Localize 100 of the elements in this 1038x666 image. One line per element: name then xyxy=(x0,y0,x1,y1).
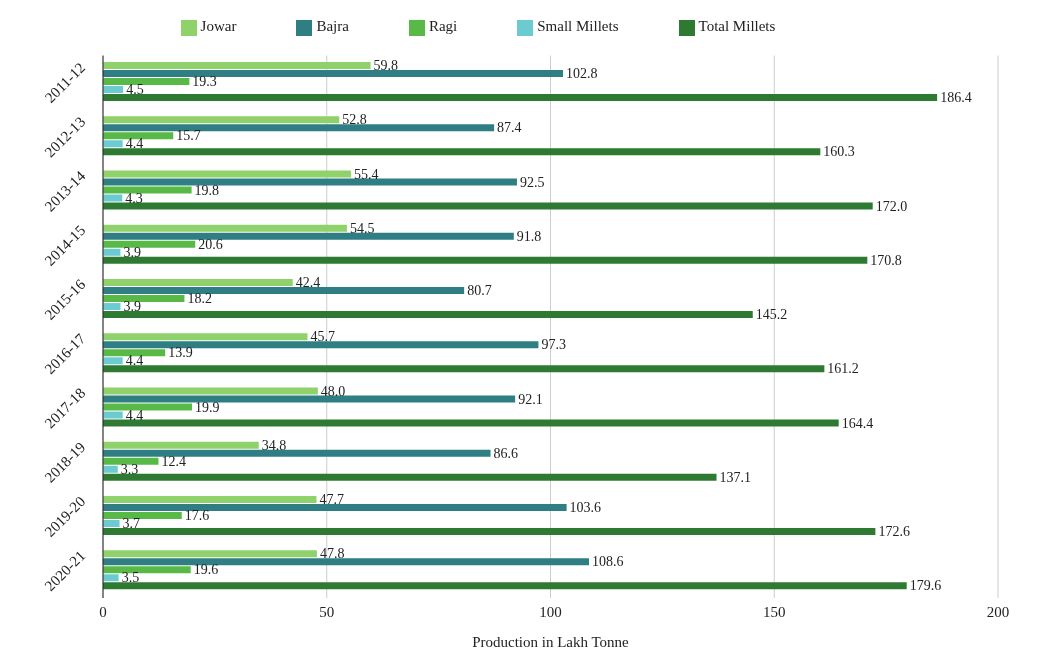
data-label: 103.6 xyxy=(569,500,602,516)
data-label: 3.9 xyxy=(123,299,141,315)
data-label: 4.4 xyxy=(125,353,144,369)
data-label: 19.6 xyxy=(193,562,219,578)
bar xyxy=(103,574,119,582)
bar xyxy=(103,558,589,566)
data-label: 160.3 xyxy=(823,144,855,160)
data-label: 3.3 xyxy=(120,461,139,477)
bar xyxy=(103,178,517,186)
data-label: 145.2 xyxy=(755,307,788,323)
bar xyxy=(103,441,259,449)
bar xyxy=(103,465,118,473)
bar xyxy=(103,287,465,295)
bar xyxy=(103,520,120,528)
bar xyxy=(103,411,123,419)
data-label: 4.4 xyxy=(125,407,144,423)
data-label: 108.6 xyxy=(591,554,624,570)
data-label: 102.8 xyxy=(566,66,598,82)
bar xyxy=(103,170,351,178)
x-tick-label: 100 xyxy=(539,603,562,620)
bar xyxy=(103,365,825,373)
bar xyxy=(103,194,123,202)
data-label: 3.9 xyxy=(123,244,141,260)
bar xyxy=(103,148,821,156)
data-label: 161.2 xyxy=(827,361,859,377)
bar xyxy=(103,403,193,411)
data-label: 179.6 xyxy=(909,578,942,594)
bar xyxy=(103,550,317,558)
bar xyxy=(103,349,166,357)
bar xyxy=(103,224,347,232)
legend-label: Small Millets xyxy=(537,18,619,34)
bar xyxy=(103,473,717,481)
bar xyxy=(103,232,514,240)
bar xyxy=(103,357,123,365)
legend-label: Total Millets xyxy=(698,18,776,34)
data-label: 54.5 xyxy=(349,220,375,236)
data-label: 42.4 xyxy=(295,275,321,291)
bar xyxy=(103,387,318,395)
data-label: 186.4 xyxy=(940,90,972,106)
bar xyxy=(103,496,317,504)
bar xyxy=(103,62,371,70)
data-label: 170.8 xyxy=(870,252,902,268)
data-label: 3.5 xyxy=(121,570,140,586)
data-label: 4.3 xyxy=(125,190,143,206)
bar xyxy=(103,295,185,303)
data-label: 3.7 xyxy=(122,516,141,532)
bar xyxy=(103,86,124,94)
data-label: 59.8 xyxy=(373,58,399,74)
data-label: 19.3 xyxy=(192,74,217,90)
x-axis-title: Production in Lakh Tonne xyxy=(472,633,630,650)
bar xyxy=(103,311,753,319)
bar xyxy=(103,124,495,132)
bar xyxy=(103,140,123,148)
data-label: 47.7 xyxy=(319,492,344,508)
x-tick-label: 0 xyxy=(99,603,107,620)
bar xyxy=(103,116,340,124)
bar xyxy=(103,582,907,590)
legend-label: Ragi xyxy=(428,18,458,34)
data-label: 18.2 xyxy=(187,291,212,307)
data-label: 20.6 xyxy=(198,236,223,252)
data-label: 34.8 xyxy=(261,437,287,453)
bar xyxy=(103,202,873,210)
bar xyxy=(103,457,159,465)
data-label: 97.3 xyxy=(541,337,566,353)
data-label: 86.6 xyxy=(493,445,519,461)
data-label: 91.8 xyxy=(516,228,542,244)
x-tick-label: 150 xyxy=(763,603,786,620)
data-label: 15.7 xyxy=(176,128,201,144)
bar xyxy=(103,504,567,512)
data-label: 4.4 xyxy=(125,136,144,152)
bar xyxy=(103,279,293,287)
data-label: 80.7 xyxy=(467,283,492,299)
bar xyxy=(103,341,539,349)
bar xyxy=(103,248,121,256)
bar xyxy=(103,132,174,140)
data-label: 55.4 xyxy=(353,166,379,182)
data-label: 172.6 xyxy=(878,524,910,540)
bar xyxy=(103,333,308,341)
legend-label: Bajra xyxy=(316,18,349,34)
data-label: 47.8 xyxy=(319,546,345,562)
bar xyxy=(103,240,196,248)
data-label: 13.9 xyxy=(168,345,193,361)
data-label: 52.8 xyxy=(342,112,367,128)
data-label: 19.9 xyxy=(195,399,220,415)
bar xyxy=(103,303,121,311)
data-label: 45.7 xyxy=(310,329,336,345)
bar xyxy=(103,419,839,427)
bar xyxy=(103,70,564,78)
data-label: 164.4 xyxy=(841,415,874,431)
data-label: 92.5 xyxy=(519,174,545,190)
bar xyxy=(103,449,491,457)
bar xyxy=(103,566,191,574)
bar xyxy=(103,528,876,536)
bar xyxy=(103,256,868,264)
data-label: 19.8 xyxy=(194,182,220,198)
data-label: 4.5 xyxy=(126,82,144,98)
data-label: 92.1 xyxy=(518,391,543,407)
bar xyxy=(103,512,182,520)
data-label: 137.1 xyxy=(719,469,752,485)
bar xyxy=(103,78,190,86)
